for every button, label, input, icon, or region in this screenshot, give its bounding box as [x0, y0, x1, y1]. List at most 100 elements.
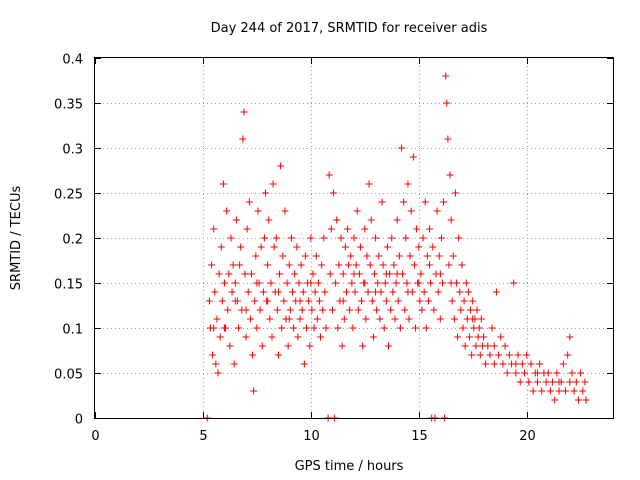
y-tick-label: 0 [75, 413, 83, 428]
data-point [499, 360, 507, 368]
data-point [224, 306, 232, 314]
data-point [449, 252, 457, 260]
y-tick-label: 0.1 [62, 323, 83, 338]
chart-title: Day 244 of 2017, SRMTID for receiver adi… [211, 21, 488, 36]
data-point [258, 342, 266, 350]
data-point [368, 297, 376, 305]
data-point [299, 288, 307, 296]
data-point [354, 306, 362, 314]
data-point [564, 351, 572, 359]
data-point [321, 288, 329, 296]
data-point [247, 270, 255, 278]
data-point [555, 378, 563, 386]
data-point [318, 261, 326, 269]
data-point [568, 369, 576, 377]
data-point [572, 378, 580, 386]
data-point [311, 288, 319, 296]
x-tick-label: 0 [91, 429, 99, 444]
data-point [419, 234, 427, 242]
data-point [460, 297, 468, 305]
data-point [272, 234, 280, 242]
data-point [438, 279, 446, 287]
data-point [245, 198, 253, 206]
data-point [252, 252, 260, 260]
data-point [465, 333, 473, 341]
data-point [281, 207, 289, 215]
data-point [346, 306, 354, 314]
data-point [371, 270, 379, 278]
data-point [320, 234, 328, 242]
data-point [322, 324, 330, 332]
data-point [420, 288, 428, 296]
data-point [538, 387, 546, 395]
data-point [406, 252, 414, 260]
data-point [366, 261, 374, 269]
data-point [437, 234, 445, 242]
data-point [298, 306, 306, 314]
data-point [391, 315, 399, 323]
data-point [266, 315, 274, 323]
data-point [339, 270, 347, 278]
data-point [469, 297, 477, 305]
data-point [209, 351, 217, 359]
data-point [393, 270, 401, 278]
data-point [382, 270, 390, 278]
data-point [505, 351, 513, 359]
data-point [274, 351, 282, 359]
data-point [492, 288, 500, 296]
data-point [579, 387, 587, 395]
data-point [430, 306, 438, 314]
y-tick-label: 0.4 [62, 53, 83, 68]
data-point [288, 288, 296, 296]
data-point [577, 369, 585, 377]
data-point [227, 234, 235, 242]
data-point [236, 261, 244, 269]
data-point [356, 243, 364, 251]
data-point [512, 360, 520, 368]
data-point [306, 342, 314, 350]
data-point [544, 369, 552, 377]
data-point [566, 333, 574, 341]
data-point [510, 279, 518, 287]
data-point [536, 360, 544, 368]
data-point [373, 306, 381, 314]
data-point [301, 252, 309, 260]
data-point [359, 342, 367, 350]
data-point [267, 279, 275, 287]
data-point [525, 378, 533, 386]
data-point [338, 342, 346, 350]
x-tick-label: 5 [199, 429, 207, 444]
data-point [378, 198, 386, 206]
data-point [269, 180, 277, 188]
data-point [214, 369, 222, 377]
data-point [381, 279, 389, 287]
data-point [210, 324, 218, 332]
data-point [294, 333, 302, 341]
data-point [303, 324, 311, 332]
data-point [226, 342, 234, 350]
data-point [285, 261, 293, 269]
data-point [243, 225, 251, 233]
data-point [241, 270, 249, 278]
data-point [345, 261, 353, 269]
data-point [361, 225, 369, 233]
data-point [427, 279, 435, 287]
data-point [401, 306, 409, 314]
data-point [497, 333, 505, 341]
data-point [394, 297, 402, 305]
data-point [447, 279, 455, 287]
data-point [516, 378, 524, 386]
data-point [486, 351, 494, 359]
data-point [232, 216, 240, 224]
data-point [221, 279, 228, 287]
data-point [422, 324, 430, 332]
data-point [476, 351, 484, 359]
data-point [231, 297, 239, 305]
data-point [305, 297, 313, 305]
data-point [400, 198, 408, 206]
data-point [347, 252, 355, 260]
data-point [277, 162, 285, 170]
data-point [279, 252, 287, 260]
data-point [276, 270, 284, 278]
data-point [429, 243, 437, 251]
